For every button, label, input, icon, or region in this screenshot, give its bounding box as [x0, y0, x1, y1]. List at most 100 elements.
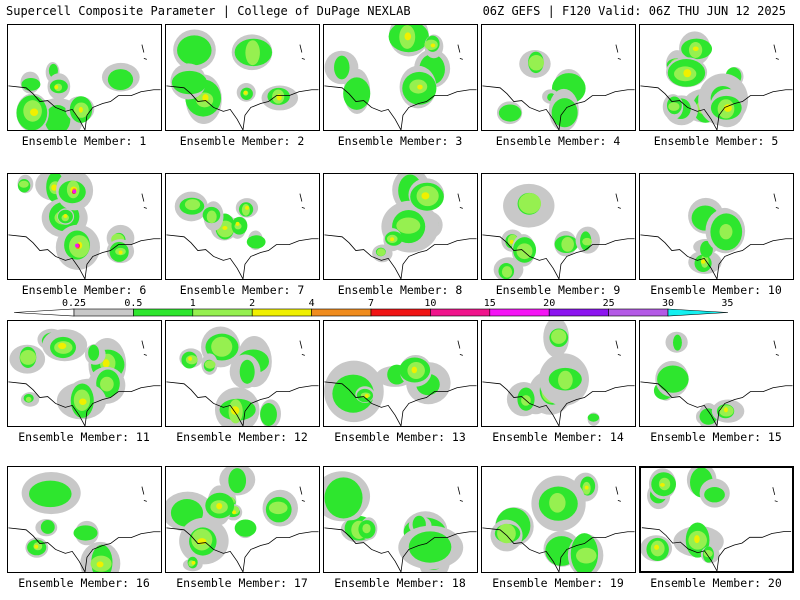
scp-field-map — [166, 29, 319, 130]
coastline-fragment — [615, 486, 621, 502]
scp-contour — [694, 535, 700, 544]
map-panel-member-2[interactable] — [165, 24, 320, 131]
colorbar-tick-label: 10 — [424, 298, 436, 309]
scp-contour — [34, 544, 39, 549]
scp-contour — [703, 550, 713, 558]
panel-label: Ensemble Member: 19 — [492, 576, 624, 590]
colorbar-tick-label: 4 — [309, 298, 315, 309]
map-panel-member-7[interactable] — [165, 173, 320, 280]
colorbar-tick-label: 0.5 — [124, 298, 142, 309]
map-panel-member-3[interactable] — [323, 24, 478, 131]
scp-contour — [260, 403, 277, 426]
coastline-border — [641, 527, 792, 571]
map-panel-member-8[interactable] — [323, 173, 478, 280]
panel-label: Ensemble Member: 2 — [179, 134, 305, 148]
scp-field-map — [166, 191, 319, 279]
scp-contour — [21, 77, 41, 91]
scp-contour — [202, 94, 209, 102]
scp-contour — [430, 43, 436, 48]
panel-label: Ensemble Member: 1 — [21, 134, 147, 148]
coastline-border — [324, 527, 477, 572]
coastline-border — [166, 234, 319, 279]
scp-contour — [324, 477, 363, 519]
scp-contour — [528, 55, 544, 71]
scp-contour — [18, 180, 29, 188]
scp-field-map — [324, 174, 477, 279]
scp-contour — [421, 192, 430, 200]
panel-label: Ensemble Member: 5 — [653, 134, 779, 148]
coastline-border — [8, 527, 161, 572]
map-panel-member-1[interactable] — [7, 24, 162, 131]
map-panel-member-4[interactable] — [481, 24, 636, 131]
coastline-fragment — [457, 486, 463, 502]
panel-label: Ensemble Member: 13 — [334, 430, 466, 444]
scp-contour — [700, 240, 713, 258]
scp-contour — [657, 365, 689, 393]
map-panel-member-12[interactable] — [165, 320, 320, 427]
scp-contour — [376, 248, 386, 257]
map-panel-member-13[interactable] — [323, 320, 478, 427]
model-run-info: 06Z GEFS | F120 Valid: 06Z THU JUN 12 20… — [482, 4, 786, 18]
coastline-fragment — [141, 193, 147, 209]
scp-field-map — [166, 467, 319, 572]
colorbar-segment — [489, 308, 550, 317]
scp-field-map — [324, 340, 477, 426]
scp-contour — [51, 184, 58, 191]
scp-contour — [54, 85, 59, 90]
map-panel-member-16[interactable] — [7, 466, 162, 573]
scp-field-map — [8, 44, 161, 130]
scp-contour — [245, 205, 249, 210]
coastline-fragment — [141, 340, 147, 356]
coastline-fragment — [772, 487, 778, 503]
coastline-border — [166, 85, 319, 130]
scp-contour — [100, 376, 114, 392]
scp-contour — [216, 502, 223, 510]
scp-contour — [498, 104, 522, 122]
scp-contour — [561, 236, 574, 252]
scp-contour — [668, 102, 680, 111]
scp-contour — [518, 193, 542, 214]
map-panel-member-20[interactable] — [639, 466, 794, 573]
map-panel-member-9[interactable] — [481, 173, 636, 280]
colorbar-tick-label: 15 — [484, 298, 496, 309]
coastline-border — [640, 234, 793, 279]
coastline-border — [640, 85, 793, 130]
scp-field-map — [166, 326, 319, 426]
coastline-border — [640, 381, 793, 426]
panel-label: Ensemble Member: 8 — [337, 283, 463, 297]
scp-contour — [78, 106, 83, 113]
map-panel-member-5[interactable] — [639, 24, 794, 131]
scp-field-map — [482, 472, 635, 572]
scp-contour — [28, 480, 72, 508]
map-panel-member-17[interactable] — [165, 466, 320, 573]
scp-contour — [501, 266, 513, 278]
map-panel-member-10[interactable] — [639, 173, 794, 280]
panel-label: Ensemble Member: 10 — [650, 283, 782, 297]
scp-contour — [417, 84, 423, 90]
scp-contour — [171, 70, 208, 95]
panel-label: Ensemble Member: 15 — [650, 430, 782, 444]
coastline-fragment — [299, 193, 305, 209]
map-panel-member-11[interactable] — [7, 320, 162, 427]
scp-field-map — [482, 44, 635, 130]
scp-field-map — [324, 471, 477, 572]
scp-contour — [188, 356, 193, 361]
scp-contour — [241, 203, 250, 216]
coastline-border — [8, 381, 161, 426]
map-panel-member-6[interactable] — [7, 173, 162, 280]
coastline-border — [482, 527, 635, 572]
panel-label: Ensemble Member: 11 — [18, 430, 150, 444]
map-panel-member-14[interactable] — [481, 320, 636, 427]
scp-contour — [20, 350, 37, 365]
scp-contour — [206, 210, 217, 224]
coastline-fragment — [457, 44, 463, 60]
panel-label: Ensemble Member: 4 — [495, 134, 621, 148]
coastline-border — [482, 85, 635, 130]
map-panel-member-19[interactable] — [481, 466, 636, 573]
scp-field-map — [8, 471, 161, 572]
map-panel-member-15[interactable] — [639, 320, 794, 427]
scp-contour — [245, 40, 260, 66]
scp-contour — [230, 406, 240, 415]
map-panel-member-18[interactable] — [323, 466, 478, 573]
scp-contour — [390, 237, 395, 242]
